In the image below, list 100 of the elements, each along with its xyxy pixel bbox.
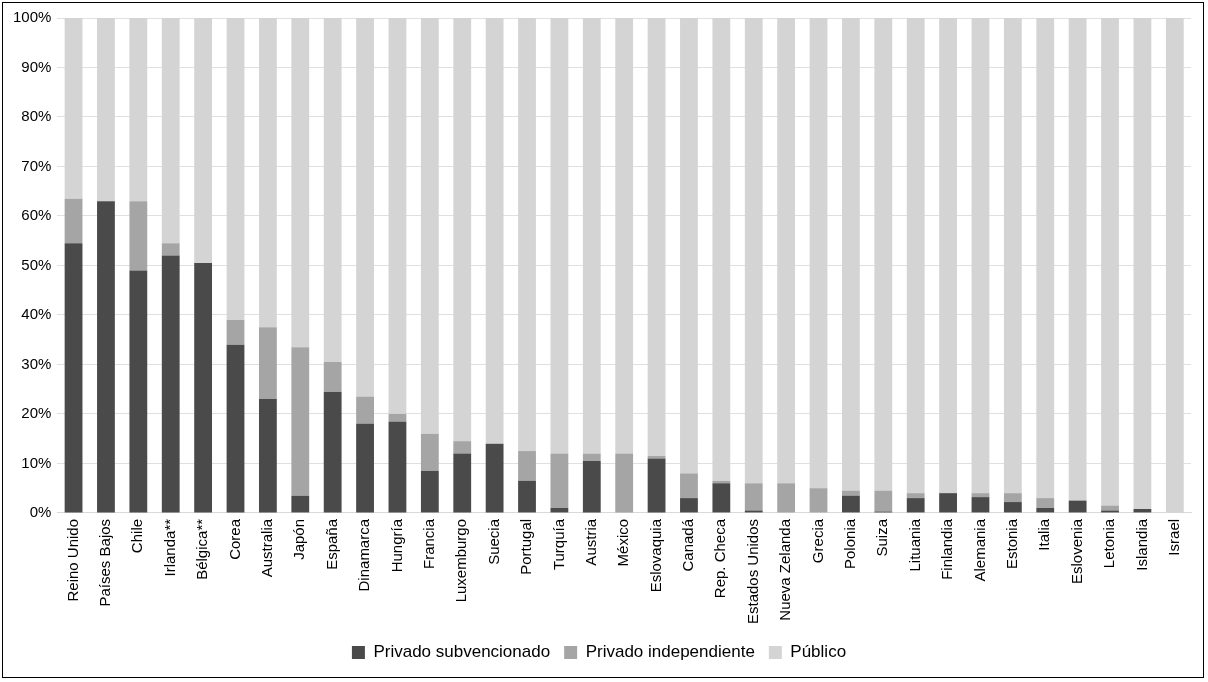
x-tick-label: Bélgica** [193,518,211,580]
x-tick-label: Polonia [841,518,859,569]
y-tick-label: 40% [21,305,52,323]
x-tick-label: Nueva Zelanda [776,518,794,621]
bar [1003,493,1022,503]
bar [874,490,893,512]
bar [550,453,569,508]
bar [809,488,828,513]
y-tick-label: 50% [21,255,52,273]
x-tick-label: Turquía [549,518,567,571]
bar [485,443,504,513]
bar [842,495,860,513]
x-tick-label: Estados Unidos [743,518,761,624]
y-tick-label: 90% [21,57,52,75]
bar [971,493,990,498]
x-tick-label: Canadá [679,518,697,572]
x-tick-label: Grecia [808,518,826,564]
x-tick-label: Alemania [970,518,988,582]
bar [518,480,536,513]
x-tick-label: Eslovaquia [646,518,664,593]
bar [323,391,342,513]
y-tick-label: 60% [21,206,52,224]
bar [161,243,180,256]
bar [226,319,245,345]
y-tick-label: 0% [29,503,52,521]
bar [680,498,698,513]
x-tick-label: Irlanda** [160,518,178,577]
x-tick-label: Israel [1164,518,1182,556]
bar [647,458,666,513]
bar [1036,507,1055,513]
bar [258,327,277,400]
y-tick-label: 80% [21,107,52,125]
x-tick-label: Letonia [1100,518,1118,569]
bar [258,399,277,513]
x-tick-label: Islandia [1132,518,1150,571]
bar [615,453,634,513]
bar [291,347,310,496]
x-tick-label: España [322,518,340,570]
x-tick-label: Francia [419,518,437,569]
bar [453,453,472,513]
x-tick-label: Suiza [873,518,891,557]
x-tick-label: Dinamarca [355,518,373,592]
bar [388,421,407,513]
bar [971,497,990,513]
bar [939,493,957,513]
y-tick-label: 70% [21,156,52,174]
x-tick-label: México [614,518,632,567]
bar [842,490,860,496]
bar [291,495,310,513]
bar [356,423,374,513]
bar [129,201,148,271]
bar [777,483,796,513]
bar [64,198,83,244]
bar [582,453,601,461]
bar [1068,500,1087,513]
x-tick-label: Italia [1035,518,1053,551]
x-tick-label: Australia [258,518,276,578]
bar [453,441,472,454]
bar [161,255,180,513]
bar [420,433,439,471]
legend-label: Público [790,642,847,662]
bar [226,344,245,513]
bar [582,460,601,513]
y-tick-label: 30% [21,354,52,372]
bar [420,470,439,513]
x-tick-label: Eslovenia [1067,518,1085,584]
x-tick-label: Rep. Checa [711,518,729,599]
y-tick-label: 10% [21,453,52,471]
bar [712,483,731,513]
bar [550,507,569,513]
bar [906,493,925,499]
x-tick-label: Chile [128,518,146,554]
bar [744,483,763,511]
x-tick-label: Corea [225,518,243,560]
y-tick-label: 100% [12,8,52,26]
bar [388,413,407,422]
x-tick-label: Lituania [905,518,923,572]
x-tick-label: Estonia [1003,518,1020,569]
x-tick-label: Japón [290,518,308,560]
bar [129,270,148,513]
bar [97,201,115,513]
x-tick-label: Luxemburgo [452,518,470,603]
x-tick-label: Portugal [517,518,535,575]
x-tick-label: Países Bajos [96,518,114,607]
bar [518,451,536,481]
bar [64,243,83,513]
bar [680,473,698,499]
bar [906,498,925,513]
bar [356,396,374,424]
x-tick-label: Austria [581,518,599,566]
bar [194,263,213,513]
bar [323,361,342,392]
y-tick-label: 20% [21,404,52,422]
legend-label: Privado independiente [585,642,755,662]
x-tick-label: Finlandia [938,518,956,580]
bar [1003,502,1022,513]
x-tick-label: Reino Unido [63,518,81,602]
x-tick-label: Suecia [484,518,502,565]
x-tick-label: Hungría [387,518,405,573]
bar [1036,498,1055,508]
